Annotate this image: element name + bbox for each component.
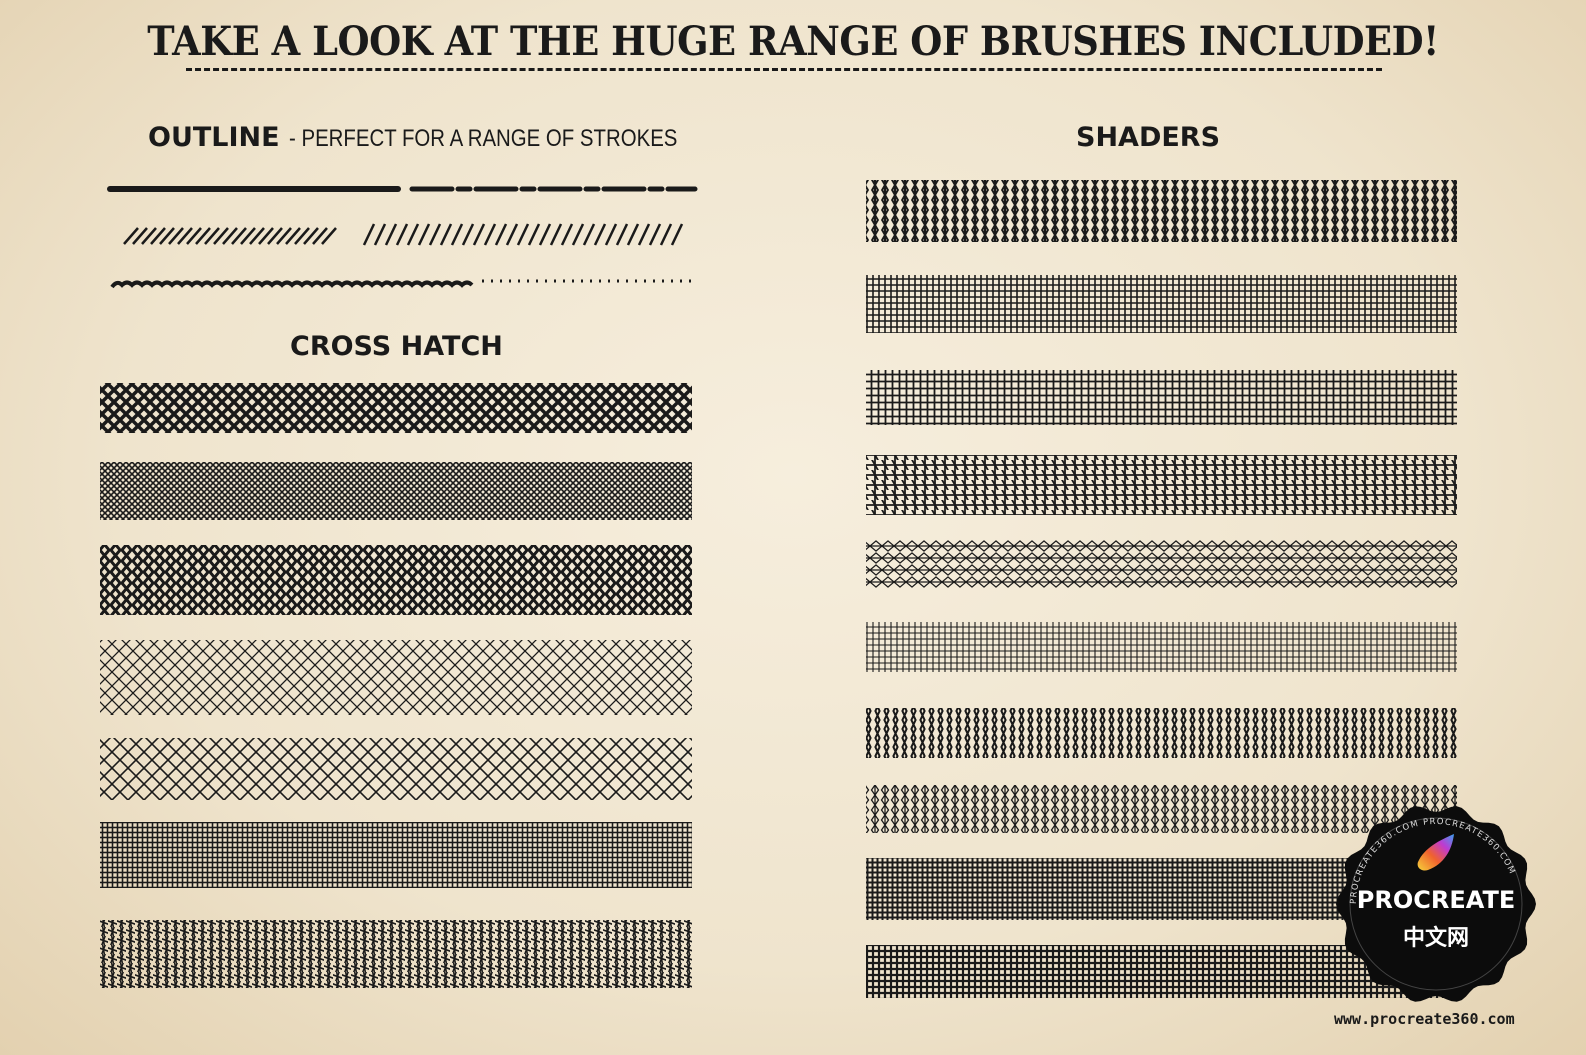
badge-seal-icon: PROCREATE360.COM PROCREATE360.COM [1336,806,1536,1002]
watermark-url: www.procreate360.com [1334,1010,1515,1028]
outline-brush-3 [123,227,337,245]
shader-brush-6 [866,622,1457,672]
title-underline [186,68,1382,71]
cross-hatch-brush-7 [100,920,692,988]
shader-brush-8 [866,785,1457,833]
page-title: TAKE A LOOK AT THE HUGE RANGE OF BRUSHES… [147,18,1439,65]
cross-hatch-brush-4 [100,640,692,715]
cross-hatch-heading: CROSS HATCH [290,331,503,362]
shader-brush-7 [866,708,1457,758]
cross-hatch-brush-1 [100,383,692,433]
cross-hatch-brush-3 [100,545,692,615]
outline-brush-4 [362,223,684,246]
cross-hatch-brush-5 [100,738,692,800]
shader-brush-1 [866,180,1457,242]
shaders-heading: SHADERS [1076,122,1221,153]
badge-brand: PROCREATE [1356,886,1516,914]
watermark-badge: PROCREATE360.COM PROCREATE360.COM PROCRE… [1336,804,1536,1004]
shader-brush-5 [866,540,1457,588]
outline-heading: OUTLINE - PERFECT FOR A RANGE OF STROKES [148,122,746,153]
cross-hatch-brush-2 [100,462,692,520]
cross-hatch-brush-6 [100,822,692,888]
badge-brand-cn: 中文网 [1402,926,1469,951]
shader-brush-2 [866,275,1457,333]
outline-brush-5 [110,280,474,289]
shader-brush-4 [866,455,1457,515]
outline-subtitle: - PERFECT FOR A RANGE OF STROKES [289,125,678,152]
shader-brush-3 [866,370,1457,425]
outline-heading-text: OUTLINE [148,122,280,153]
